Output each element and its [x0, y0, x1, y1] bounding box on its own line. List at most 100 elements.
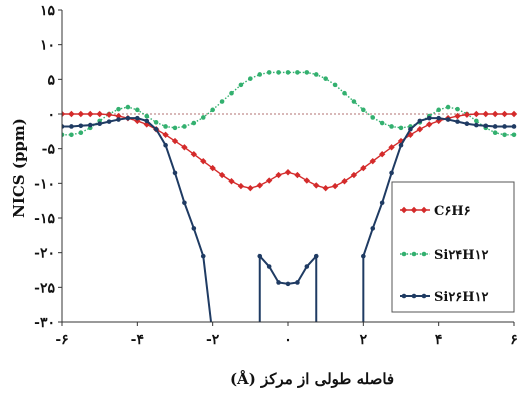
data-point [501, 110, 508, 118]
legend: C۶H۶ Si۲۴H۱۲ Si۲۶H۱۲ [391, 181, 515, 313]
data-point [257, 253, 263, 259]
data-point [416, 126, 424, 133]
data-point [370, 226, 376, 231]
data-point [163, 124, 168, 129]
data-point [257, 72, 263, 77]
data-point [303, 177, 311, 184]
series-line [62, 113, 514, 189]
data-point [191, 226, 197, 231]
data-point [163, 142, 168, 148]
x-tick-label: ۶ [510, 332, 518, 348]
data-point [248, 76, 253, 81]
data-point [285, 281, 291, 287]
data-point [96, 110, 103, 118]
data-point [331, 182, 339, 190]
legend-swatch-marker [401, 293, 407, 299]
data-point [341, 178, 348, 185]
legend-swatch-marker [420, 206, 428, 214]
data-point [172, 170, 178, 176]
data-point [62, 124, 65, 129]
data-point [304, 70, 310, 75]
data-point [162, 131, 169, 138]
data-point [172, 125, 178, 131]
data-point [200, 115, 206, 120]
data-point [266, 264, 272, 269]
data-point [143, 121, 150, 128]
y-tick-label: -۲۰ [34, 246, 55, 262]
data-point [200, 157, 207, 165]
series-layer [62, 70, 518, 322]
data-point [379, 120, 385, 126]
data-point [237, 182, 245, 190]
data-point [218, 171, 226, 179]
data-point [304, 264, 310, 269]
data-point [276, 70, 281, 75]
y-tick-label: ۵ [47, 72, 55, 88]
data-point [417, 118, 423, 124]
data-point [455, 119, 460, 124]
data-point [482, 110, 489, 118]
data-point [153, 120, 159, 125]
series-0 [62, 110, 518, 192]
data-point [342, 90, 347, 96]
data-point [275, 171, 282, 179]
data-point [398, 125, 404, 131]
data-point [87, 122, 93, 128]
data-point [492, 124, 498, 129]
legend-label: Si۲۴H۱۲ [434, 248, 489, 263]
x-tick-label: ۰ [284, 332, 292, 348]
data-point [351, 99, 357, 104]
data-point [332, 82, 338, 88]
x-tick-label: -۴ [131, 332, 144, 348]
y-tick-label: -۱۰ [34, 176, 55, 192]
data-point [153, 126, 159, 132]
data-point [276, 280, 281, 285]
y-tick-label: ۰ [47, 107, 55, 123]
legend-swatch-marker [400, 206, 408, 214]
data-point [361, 107, 366, 113]
data-point [350, 171, 358, 179]
data-point [116, 106, 121, 112]
data-point [200, 253, 206, 259]
data-point [370, 115, 376, 120]
data-point [219, 99, 225, 104]
data-point [295, 280, 300, 285]
legend-swatch-marker [401, 251, 407, 257]
data-point [474, 122, 479, 128]
data-point [144, 118, 150, 124]
data-point [323, 76, 328, 81]
data-point [463, 111, 471, 118]
data-point [455, 106, 460, 112]
legend-label: Si۲۶H۱۲ [434, 290, 489, 305]
data-point [445, 104, 451, 110]
data-point [313, 253, 319, 259]
data-point [190, 151, 198, 158]
data-point [68, 110, 75, 118]
data-point [426, 115, 432, 121]
x-tick-label: ۲ [360, 332, 368, 348]
data-point [78, 123, 84, 129]
data-point [361, 253, 366, 259]
data-point [389, 170, 394, 176]
data-point [284, 169, 292, 176]
data-point [106, 119, 112, 124]
data-point [77, 110, 85, 118]
legend-swatch-marker [421, 293, 427, 299]
data-point [87, 110, 94, 118]
data-point [511, 124, 517, 129]
x-tick-label: -۶ [55, 332, 68, 348]
data-point [256, 182, 263, 189]
data-point [474, 118, 479, 124]
x-tick-label: ۴ [435, 332, 443, 348]
data-point [445, 117, 451, 122]
series-line [62, 71, 514, 136]
data-point [322, 184, 329, 192]
data-point [135, 115, 140, 121]
data-point [502, 124, 507, 129]
y-tick-label: -۱۵ [34, 211, 55, 227]
legend-swatch-marker [411, 293, 417, 299]
data-point [295, 70, 300, 75]
legend-label: C۶H۶ [434, 204, 471, 219]
